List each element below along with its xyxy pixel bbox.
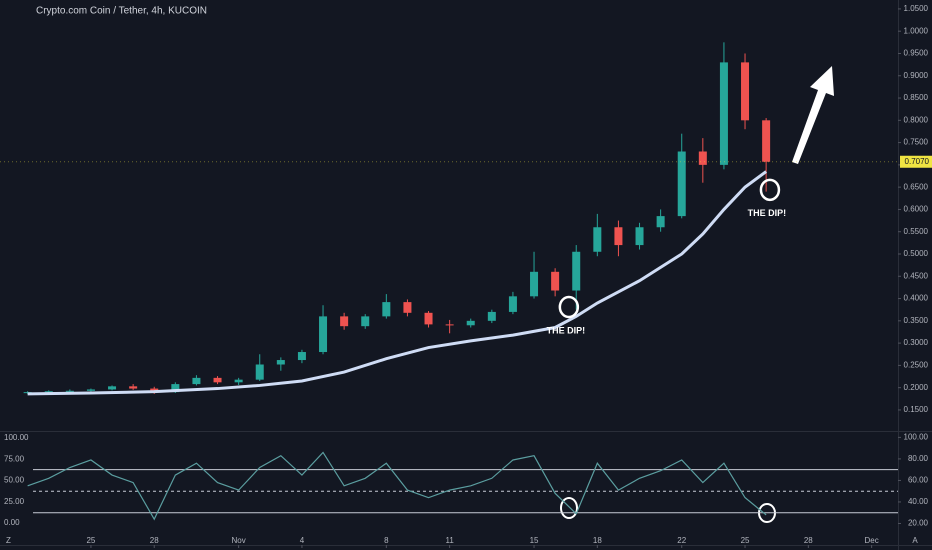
candle-body <box>508 296 517 312</box>
last-price-label: 0.7070 <box>905 157 930 166</box>
candle-body <box>572 251 581 291</box>
y-tick-label: 0.4000 <box>904 294 929 303</box>
y-tick-label: 1.0500 <box>904 4 929 13</box>
x-tick-label: 25 <box>86 536 95 545</box>
y-tick-label: 0.9000 <box>904 71 929 80</box>
y-tick-label: 50.00 <box>4 476 25 485</box>
candle-body <box>319 316 328 353</box>
x-tick-label: 8 <box>384 536 389 545</box>
dip-circle <box>759 178 781 202</box>
candle-body <box>719 62 728 165</box>
y-tick-label: 0.3000 <box>904 338 929 347</box>
x-tick-label: 18 <box>593 536 602 545</box>
y-tick-label: 75.00 <box>4 454 25 463</box>
y-tick-label: 0.2000 <box>904 383 929 392</box>
candle-body <box>382 302 391 317</box>
y-tick-label: 0.8000 <box>904 115 929 124</box>
y-tick-label: 0.1500 <box>904 405 929 414</box>
rsi-circle <box>560 497 578 519</box>
y2-tick-label: 80.00 <box>908 454 929 463</box>
x-tick-label: 4 <box>300 536 305 545</box>
candle-body <box>234 379 243 383</box>
y2-tick-label: 20.00 <box>908 519 929 528</box>
candle-body <box>614 227 623 246</box>
candle-body <box>656 216 665 228</box>
y2-tick-label: 40.00 <box>908 497 929 506</box>
y-tick-label: 0.2500 <box>904 360 929 369</box>
x-tick-label: 28 <box>804 536 813 545</box>
dip-circle <box>558 295 580 319</box>
candle-body <box>192 377 201 385</box>
candle-body <box>762 120 771 162</box>
candle-body <box>65 390 74 392</box>
x-tick-label: 28 <box>150 536 159 545</box>
y-tick-label: 25.00 <box>4 497 25 506</box>
candle-body <box>171 384 180 393</box>
y-tick-label: 0.00 <box>4 518 20 527</box>
corner-label: Z <box>6 536 11 545</box>
y-tick-label: 0.6000 <box>904 205 929 214</box>
candle-body <box>255 364 264 380</box>
y-tick-label: 0.9500 <box>904 49 929 58</box>
candle-body <box>403 302 412 313</box>
moving-average <box>27 170 768 396</box>
y-tick-label: 0.5500 <box>904 227 929 236</box>
x-tick-label: Nov <box>232 536 246 545</box>
candle-body <box>593 227 602 252</box>
annotation: THE DIP! <box>748 208 787 218</box>
candle-body <box>44 391 53 393</box>
candle-body <box>297 352 306 361</box>
y-tick-label: 1.0000 <box>904 26 929 35</box>
candle-body <box>340 316 349 327</box>
candle-body <box>741 62 750 121</box>
candle-body <box>677 151 686 217</box>
candle-body <box>108 386 117 390</box>
candle-body <box>551 271 560 291</box>
candle-body <box>361 316 370 327</box>
candle-body <box>487 311 496 321</box>
y-tick-label: 0.6500 <box>904 182 929 191</box>
candle-body <box>466 320 475 326</box>
y-tick-label: 0.8500 <box>904 93 929 102</box>
x-tick-label: 15 <box>530 536 539 545</box>
rsi-line <box>27 451 767 521</box>
y-tick-label: 100.00 <box>4 433 29 442</box>
y-tick-label: 0.5000 <box>904 249 929 258</box>
x-tick-label: Dec <box>865 536 879 545</box>
arrow <box>792 66 834 164</box>
candle-body <box>445 324 454 326</box>
y-tick-label: 0.3500 <box>904 316 929 325</box>
y2-tick-label: 60.00 <box>908 476 929 485</box>
last-price-box <box>900 155 932 168</box>
candle-body <box>635 227 644 246</box>
candle-body <box>530 271 539 297</box>
corner-label: A <box>912 536 918 545</box>
x-tick-label: 11 <box>445 536 454 545</box>
y-tick-label: 0.7500 <box>904 138 929 147</box>
y-tick-label: 0.4500 <box>904 271 929 280</box>
annotation: THE DIP! <box>547 325 586 335</box>
chart-title: Crypto.com Coin / Tether, 4h, KUCOIN <box>36 6 207 17</box>
candle-body <box>213 377 222 383</box>
x-tick-label: 25 <box>741 536 750 545</box>
candle-body <box>276 360 285 365</box>
candle-body <box>86 389 95 391</box>
candle-body <box>698 151 707 165</box>
candle-body <box>129 386 138 389</box>
candle-body <box>424 312 433 325</box>
y2-tick-label: 100.00 <box>904 432 929 441</box>
x-tick-label: 22 <box>677 536 686 545</box>
